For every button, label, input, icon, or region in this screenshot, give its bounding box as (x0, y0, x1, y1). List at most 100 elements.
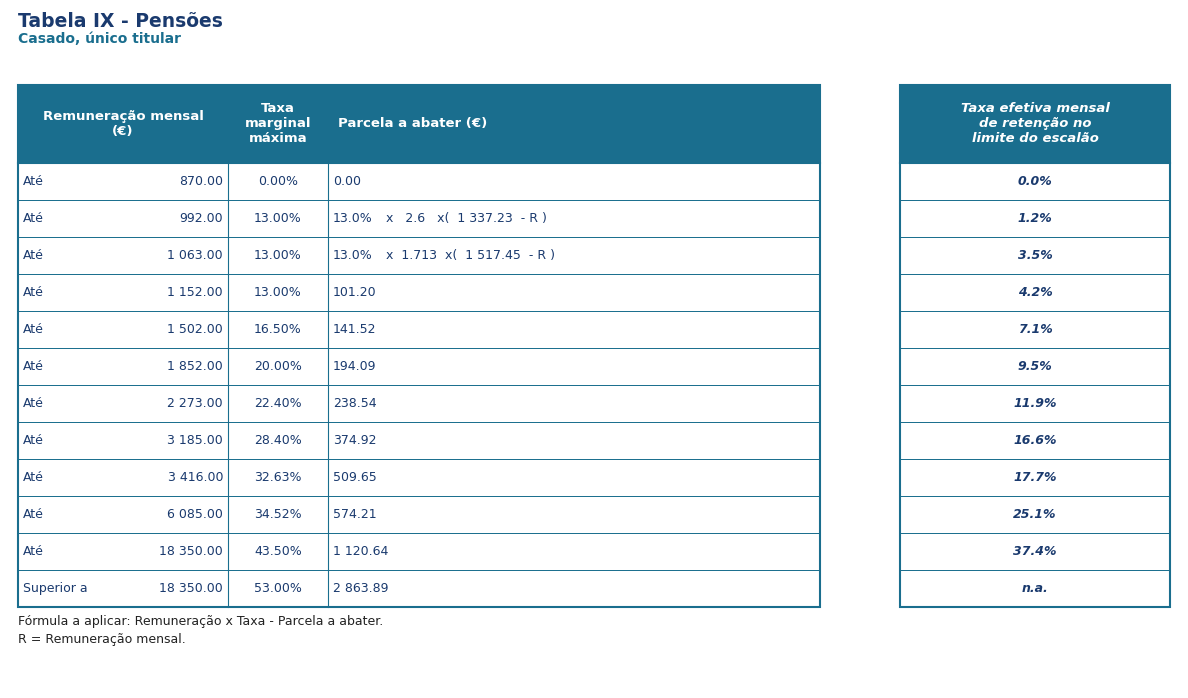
Bar (18, 348, 820, 385)
Text: Até: Até (23, 212, 44, 225)
Text: R = Remuneração mensal.: R = Remuneração mensal. (18, 633, 185, 646)
Bar (901, 570, 1170, 607)
Text: n.a.: n.a. (1022, 582, 1048, 595)
Text: 992.00: 992.00 (179, 212, 223, 225)
Text: 1 063.00: 1 063.00 (168, 249, 223, 262)
Text: 25.1%: 25.1% (1013, 508, 1057, 521)
Bar (18, 237, 820, 274)
Text: 574.21: 574.21 (333, 508, 377, 521)
Bar (18, 200, 820, 237)
Bar (901, 311, 1170, 348)
Text: 53.00%: 53.00% (254, 582, 302, 595)
Text: Remuneração mensal
(€): Remuneração mensal (€) (43, 110, 203, 138)
Text: 3 185.00: 3 185.00 (168, 434, 223, 447)
Text: 0.0%: 0.0% (1018, 175, 1053, 188)
Text: 7.1%: 7.1% (1018, 323, 1053, 336)
Text: Superior a: Superior a (23, 582, 88, 595)
Text: 1.2%: 1.2% (1018, 212, 1053, 225)
Text: Até: Até (23, 323, 44, 336)
Bar (18, 496, 820, 533)
Bar (18, 385, 820, 422)
Text: 13.0%: 13.0% (333, 249, 373, 262)
Text: 194.09: 194.09 (333, 360, 377, 373)
Text: Fórmula a aplicar: Remuneração x Taxa - Parcela a abater.: Fórmula a aplicar: Remuneração x Taxa - … (18, 615, 384, 628)
Text: Até: Até (23, 286, 44, 299)
Text: x  1.713  x(  1 517.45  - R ): x 1.713 x( 1 517.45 - R ) (386, 249, 555, 262)
Bar (901, 459, 1170, 496)
Bar (18, 570, 820, 607)
Text: 2 273.00: 2 273.00 (168, 397, 223, 410)
Text: 17.7%: 17.7% (1013, 471, 1057, 484)
Text: 9.5%: 9.5% (1018, 360, 1053, 373)
Text: 18 350.00: 18 350.00 (159, 582, 223, 595)
Bar (901, 385, 1170, 422)
Bar (18, 163, 820, 200)
Text: 16.6%: 16.6% (1013, 434, 1057, 447)
Text: 32.63%: 32.63% (254, 471, 302, 484)
Bar (901, 237, 1170, 274)
Bar (18, 422, 820, 459)
Text: Até: Até (23, 508, 44, 521)
Text: 11.9%: 11.9% (1013, 397, 1057, 410)
Text: Taxa
marginal
máxima: Taxa marginal máxima (245, 103, 311, 145)
Bar (18, 533, 820, 570)
Text: Até: Até (23, 175, 44, 188)
Text: 3 416.00: 3 416.00 (168, 471, 223, 484)
Bar (901, 422, 1170, 459)
Bar (901, 163, 1170, 200)
Text: 141.52: 141.52 (333, 323, 377, 336)
Bar (901, 85, 1170, 607)
Bar (901, 85, 1170, 163)
Text: 37.4%: 37.4% (1013, 545, 1057, 558)
Text: 22.40%: 22.40% (254, 397, 302, 410)
Text: Até: Até (23, 434, 44, 447)
Text: 0.00: 0.00 (333, 175, 361, 188)
Bar (228, 85, 328, 163)
Text: 1 120.64: 1 120.64 (333, 545, 388, 558)
Bar (901, 496, 1170, 533)
Text: Tabela IX - Pensões: Tabela IX - Pensões (18, 12, 223, 31)
Text: 870.00: 870.00 (179, 175, 223, 188)
Text: 13.0%: 13.0% (333, 212, 373, 225)
Text: 101.20: 101.20 (333, 286, 377, 299)
Text: 13.00%: 13.00% (254, 249, 302, 262)
Text: x   2.6   x(  1 337.23  - R ): x 2.6 x( 1 337.23 - R ) (386, 212, 546, 225)
Text: 43.50%: 43.50% (254, 545, 302, 558)
Bar (18, 311, 820, 348)
Text: 16.50%: 16.50% (254, 323, 302, 336)
Bar (328, 85, 820, 163)
Text: 6 085.00: 6 085.00 (168, 508, 223, 521)
Text: Até: Até (23, 397, 44, 410)
Bar (18, 274, 820, 311)
Text: 2 863.89: 2 863.89 (333, 582, 388, 595)
Text: Parcela a abater (€): Parcela a abater (€) (339, 117, 487, 131)
Text: 1 852.00: 1 852.00 (168, 360, 223, 373)
Text: 374.92: 374.92 (333, 434, 377, 447)
Text: Até: Até (23, 249, 44, 262)
Text: 1 502.00: 1 502.00 (168, 323, 223, 336)
Text: Taxa efetiva mensal
de retenção no
limite do escalão: Taxa efetiva mensal de retenção no limit… (961, 103, 1110, 145)
Text: 28.40%: 28.40% (254, 434, 302, 447)
Text: Casado, único titular: Casado, único titular (18, 32, 181, 46)
Text: 4.2%: 4.2% (1018, 286, 1053, 299)
Bar (901, 348, 1170, 385)
Bar (18, 85, 228, 163)
Text: 0.00%: 0.00% (258, 175, 298, 188)
Bar (901, 200, 1170, 237)
Bar (18, 459, 820, 496)
Text: 18 350.00: 18 350.00 (159, 545, 223, 558)
Text: 13.00%: 13.00% (254, 286, 302, 299)
Text: Até: Até (23, 471, 44, 484)
Text: 34.52%: 34.52% (254, 508, 302, 521)
Text: 3.5%: 3.5% (1018, 249, 1053, 262)
Text: 1 152.00: 1 152.00 (168, 286, 223, 299)
Bar (901, 274, 1170, 311)
Text: 13.00%: 13.00% (254, 212, 302, 225)
Text: Até: Até (23, 360, 44, 373)
Bar (901, 533, 1170, 570)
Text: 20.00%: 20.00% (254, 360, 302, 373)
Bar (18, 85, 820, 607)
Text: 509.65: 509.65 (333, 471, 377, 484)
Text: Até: Até (23, 545, 44, 558)
Text: 238.54: 238.54 (333, 397, 377, 410)
